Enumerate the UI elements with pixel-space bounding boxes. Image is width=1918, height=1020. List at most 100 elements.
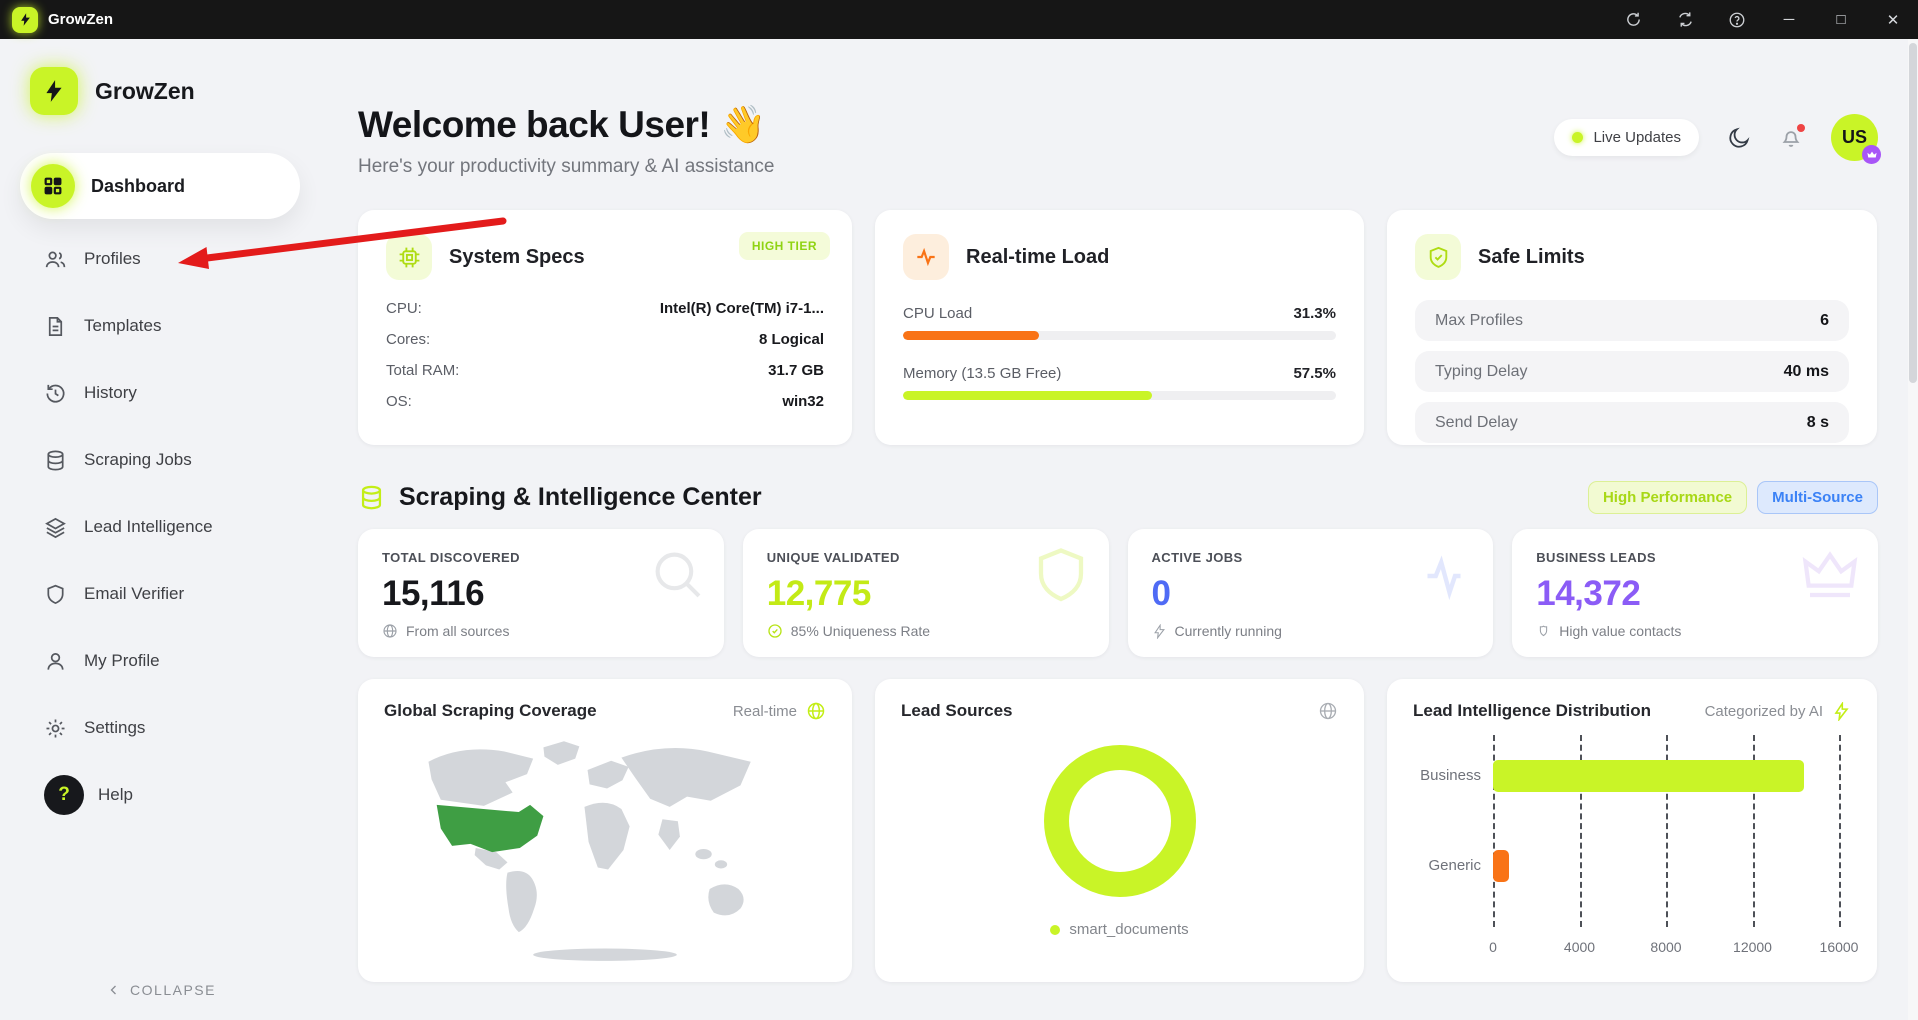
maximize-icon[interactable]: □ <box>1836 11 1846 28</box>
sidebar-item-lead-intelligence[interactable]: Lead Intelligence <box>20 503 324 551</box>
help-icon: ? <box>44 775 84 815</box>
globe-icon <box>383 624 397 638</box>
chevron-left-icon <box>110 985 116 995</box>
crown-icon <box>1798 543 1862 612</box>
category-label: Business <box>1420 767 1481 784</box>
bar-row-generic <box>1493 849 1839 883</box>
spec-row: CPU: Intel(R) Core(TM) i7-1... <box>386 300 824 317</box>
x-axis-ticks: 0 4000 8000 12000 16000 <box>1489 939 1859 955</box>
chart-title: Lead Intelligence Distribution <box>1413 701 1652 720</box>
section-title: Scraping & Intelligence Center <box>399 483 762 511</box>
shield-icon <box>1029 543 1093 612</box>
activity-icon <box>903 234 949 280</box>
shield-small-icon <box>1540 625 1548 636</box>
sidebar-item-templates[interactable]: Templates <box>20 302 324 350</box>
bolt-icon <box>1153 623 1165 639</box>
live-dot-icon <box>1572 132 1584 143</box>
sidebar-item-my-profile[interactable]: My Profile <box>20 637 324 685</box>
safe-limits-card: Safe Limits Max Profiles 6 Typing Delay 40… <box>1387 210 1877 445</box>
database-icon <box>47 450 64 470</box>
global-coverage-card: Global Scraping Coverage Real-time <box>358 679 852 982</box>
shield-icon <box>47 584 64 604</box>
moon-icon <box>1729 127 1750 148</box>
globe-icon <box>1319 702 1337 720</box>
layers-icon <box>45 517 66 538</box>
sidebar-item-label: Profiles <box>84 249 141 268</box>
realtime-load-card: Real-time Load CPU Load 31.3% Memory (13.… <box>875 210 1364 445</box>
card-title: Global Scraping Coverage <box>384 701 597 720</box>
stat-card-unique-validated: UNIQUE VALIDATED 12,775 85% Uniqueness R… <box>742 529 1109 657</box>
tier-badge: HIGH TIER <box>738 232 830 260</box>
brand-name: GrowZen <box>95 77 195 104</box>
limit-row: Max Profiles 6 <box>1415 300 1849 341</box>
reload-icon[interactable] <box>1622 9 1644 31</box>
category-label: Generic <box>1428 857 1481 874</box>
stat-card-total-discovered: TOTAL DISCOVERED 15,116 From all sources <box>358 529 724 657</box>
sidebar-item-label: Help <box>98 785 133 804</box>
sidebar-item-label: Dashboard <box>91 175 186 196</box>
main-content: Welcome back User! 👋 Here's your product… <box>324 39 1918 1020</box>
sync-icon[interactable] <box>1674 9 1696 31</box>
theme-toggle-button[interactable] <box>1727 126 1751 150</box>
cpu-chip-icon <box>386 234 432 280</box>
section-header: Scraping & Intelligence Center High Perf… <box>358 481 1878 514</box>
sidebar-item-label: Email Verifier <box>84 584 185 603</box>
sidebar-item-dashboard[interactable]: Dashboard <box>20 153 300 219</box>
stat-card-active-jobs: ACTIVE JOBS 0 Currently running <box>1127 529 1494 657</box>
sidebar-brand: GrowZen <box>20 67 324 115</box>
database-section-icon <box>361 485 382 510</box>
search-icon <box>646 543 708 610</box>
card-title: Safe Limits <box>1478 245 1585 268</box>
sidebar-item-history[interactable]: History <box>20 369 324 417</box>
wave-emoji: 👋 <box>720 104 766 145</box>
memory-load-bar <box>903 391 1152 400</box>
legend-dot-icon <box>1050 924 1061 935</box>
sidebar-collapse-button[interactable]: COLLAPSE <box>0 982 324 998</box>
sidebar-item-help[interactable]: ? Help <box>20 771 324 819</box>
scrollbar-track[interactable] <box>1908 39 1918 1020</box>
sidebar-item-profiles[interactable]: Profiles <box>20 235 324 283</box>
card-title: Lead Sources <box>901 701 1013 720</box>
high-performance-tag: High Performance <box>1587 481 1748 514</box>
cpu-load-bar <box>903 331 1039 340</box>
document-icon <box>48 316 63 336</box>
limit-row: Send Delay 8 s <box>1415 402 1849 443</box>
avatar[interactable]: US <box>1831 114 1881 164</box>
lead-sources-card: Lead Sources smart_documents <box>875 679 1364 982</box>
sidebar-item-email-verifier[interactable]: Email Verifier <box>20 570 324 618</box>
bolt-lime-icon <box>1834 701 1849 721</box>
sidebar-item-scraping-jobs[interactable]: Scraping Jobs <box>20 436 324 484</box>
brand-bolt-icon <box>30 67 78 115</box>
shield-check-icon <box>1415 234 1461 280</box>
sidebar-item-label: Settings <box>84 718 146 737</box>
limit-row: Typing Delay 40 ms <box>1415 351 1849 392</box>
globe-lime-icon <box>807 702 825 720</box>
sidebar-item-label: Scraping Jobs <box>84 450 192 469</box>
collapse-label: COLLAPSE <box>130 982 216 998</box>
minimize-icon[interactable]: ─ <box>1783 11 1795 28</box>
sidebar-item-settings[interactable]: Settings <box>20 704 324 752</box>
user-icon <box>47 652 64 670</box>
sidebar-item-label: My Profile <box>84 651 160 670</box>
categorized-tag: Categorized by AI <box>1704 702 1823 720</box>
sidebar-nav: Profiles Templates History Scraping Jobs… <box>20 235 324 819</box>
dashboard-grid-icon <box>31 164 75 208</box>
scrollbar-thumb[interactable] <box>1909 43 1917 383</box>
app-logo-icon <box>12 6 38 33</box>
card-title: System Specs <box>449 245 585 268</box>
sidebar-item-label: History <box>84 383 137 402</box>
generic-bar <box>1493 850 1510 882</box>
spec-row: OS: win32 <box>386 393 824 410</box>
lead-distribution-card: Lead Intelligence Distribution Categoriz… <box>1387 679 1877 982</box>
users-icon <box>45 251 66 267</box>
bar-row-business <box>1493 759 1839 793</box>
help-titlebar-icon[interactable] <box>1726 9 1748 31</box>
history-clock-icon <box>46 384 65 403</box>
sidebar-item-label: Lead Intelligence <box>84 517 213 536</box>
close-icon[interactable]: ✕ <box>1886 11 1900 29</box>
live-updates-badge: Live Updates <box>1554 119 1699 156</box>
bell-icon <box>1782 130 1800 147</box>
stat-card-business-leads: BUSINESS LEADS 14,372 High value contact… <box>1512 529 1878 657</box>
notifications-button[interactable] <box>1779 123 1805 150</box>
spec-row: Total RAM: 31.7 GB <box>386 362 824 379</box>
